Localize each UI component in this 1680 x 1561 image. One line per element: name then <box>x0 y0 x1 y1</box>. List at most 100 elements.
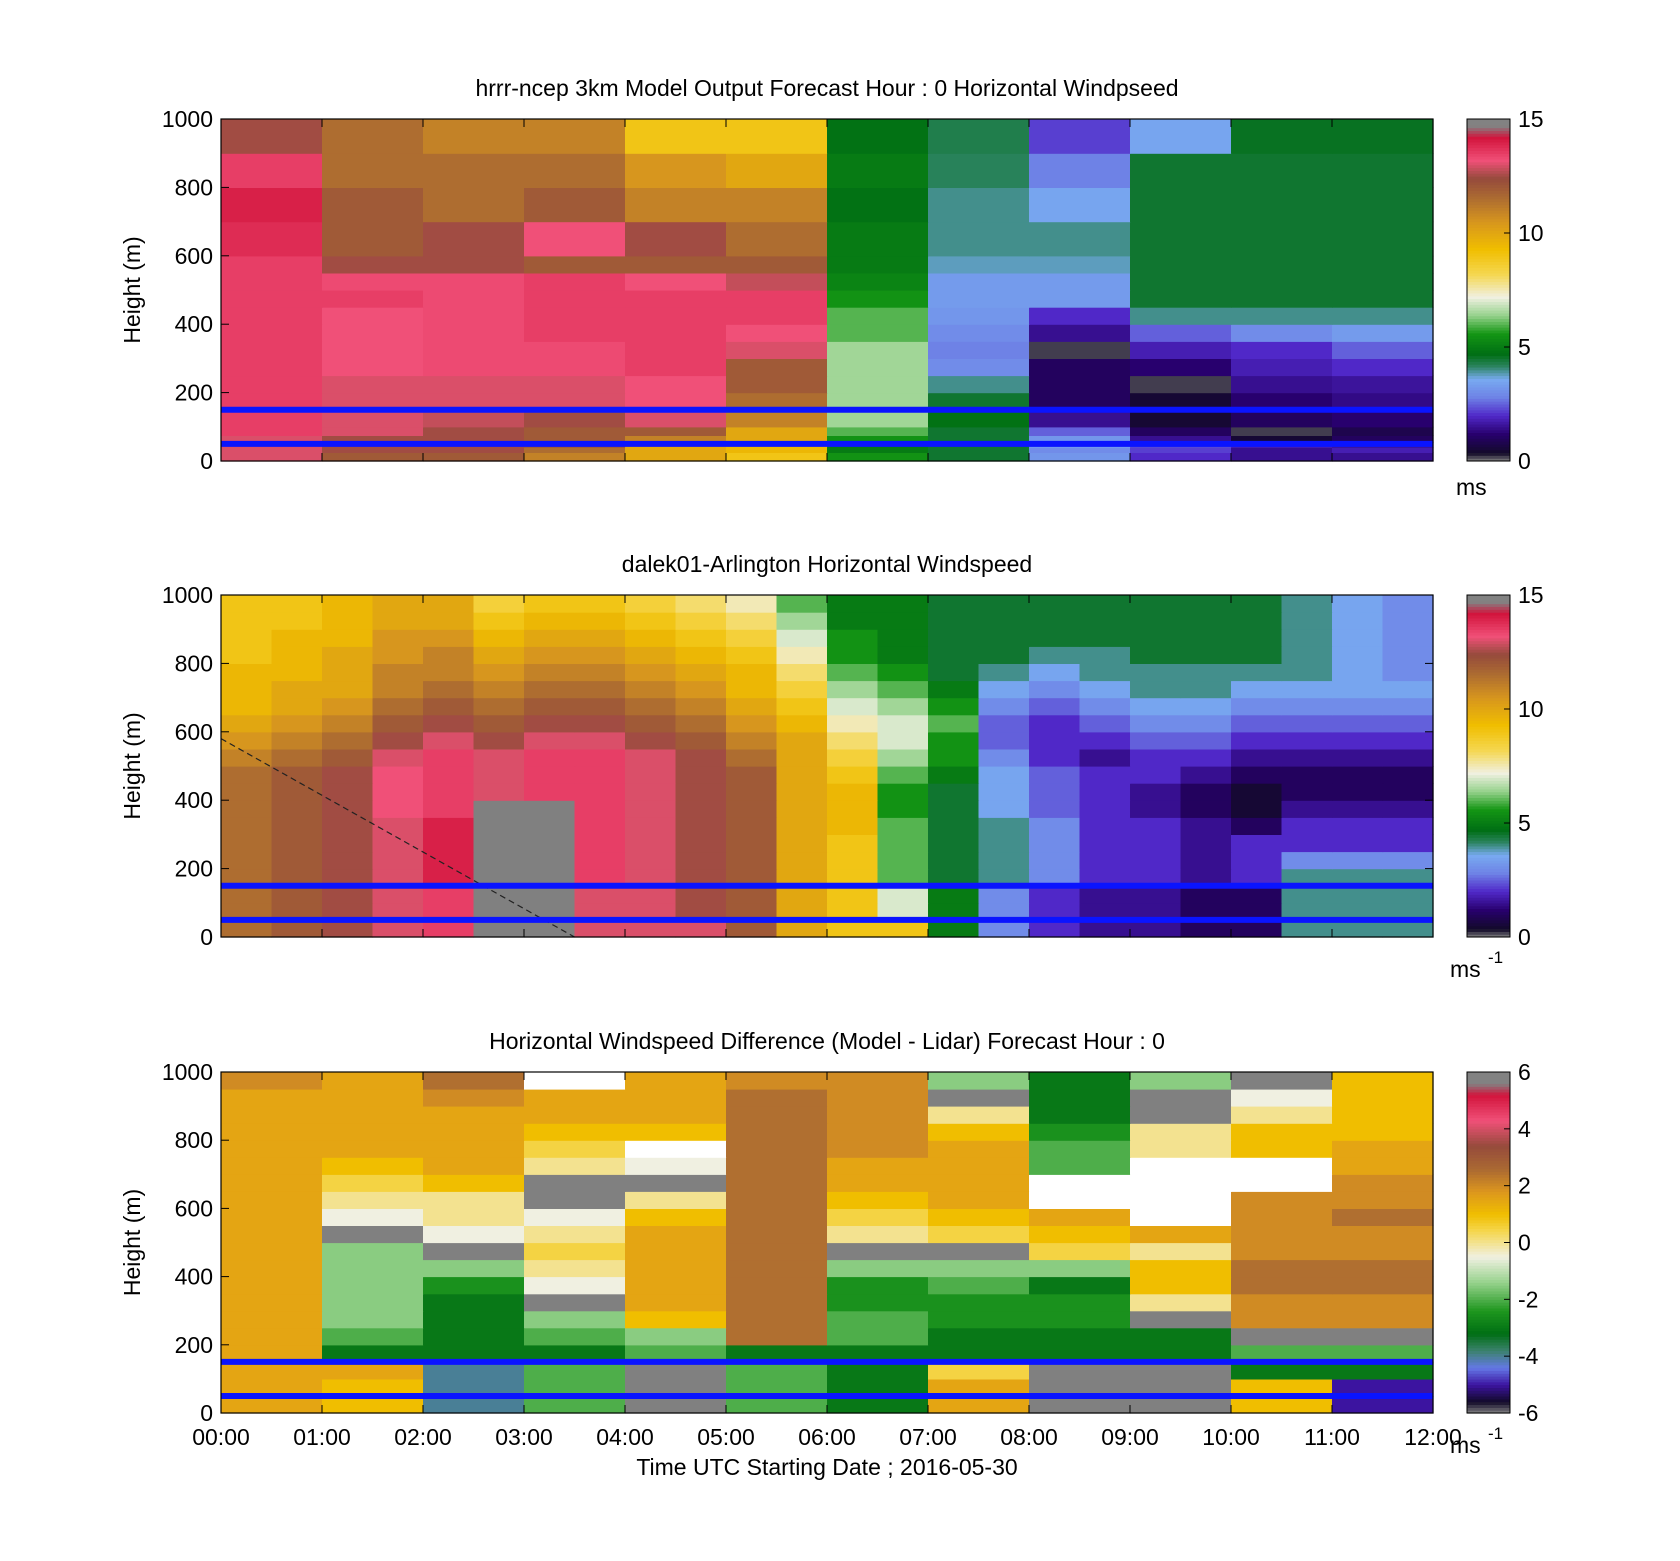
colorbar-swatch <box>1467 1299 1510 1303</box>
heatmap-cell <box>271 663 323 682</box>
heatmap-cell <box>1231 221 1333 257</box>
heatmap-cell <box>473 595 525 613</box>
heatmap-cell <box>221 375 323 394</box>
heatmap-cell <box>322 447 424 453</box>
heatmap-cell <box>827 1089 929 1107</box>
colorbar-swatch <box>1467 637 1510 642</box>
colorbar-swatch <box>1467 195 1510 200</box>
colorbar: -6 -4 -2 0 2 4 6 ms -1 <box>1450 1059 1539 1458</box>
heatmap-cell <box>1281 731 1333 750</box>
heatmap-cell <box>423 1106 525 1124</box>
heatmap-cell <box>625 1276 727 1295</box>
heatmap-cell <box>322 697 374 716</box>
heatmap-cell <box>827 1140 929 1158</box>
heatmap-cell <box>625 663 677 682</box>
x-tick-label: 08:00 <box>1000 1424 1058 1450</box>
panel-2: 0 200 400 600 800 1000 dalek01-Arlington Horiz… <box>119 551 1544 982</box>
heatmap-cell <box>675 629 727 647</box>
heatmap-cell <box>827 680 879 699</box>
heatmap-cell <box>877 919 929 938</box>
heatmap-cell <box>221 1259 323 1278</box>
heatmap-cell <box>372 612 424 630</box>
heatmap-cell <box>1130 834 1182 853</box>
heatmap-cell <box>625 646 677 664</box>
colorbar-swatch <box>1467 418 1510 422</box>
colorbar-swatch <box>1467 1316 1510 1320</box>
heatmap-cell <box>221 1191 323 1209</box>
colorbar-swatch <box>1467 121 1510 126</box>
heatmap-cell <box>877 731 929 750</box>
heatmap-cell <box>524 1225 626 1244</box>
heatmap-cell <box>928 272 1030 291</box>
colorbar-swatch <box>1467 324 1510 328</box>
heatmap-cell <box>877 612 929 630</box>
heatmap-cell <box>271 748 323 767</box>
heatmap-cell <box>1130 1396 1232 1414</box>
heatmap-cell <box>625 426 727 436</box>
heatmap-cell <box>1029 1276 1131 1295</box>
heatmap-cell <box>221 426 323 436</box>
heatmap-cell <box>1180 902 1232 921</box>
colorbar-swatch <box>1467 917 1510 921</box>
heatmap-cell <box>625 375 727 394</box>
colorbar-swatch <box>1467 1091 1510 1096</box>
colorbar-swatch <box>1467 1140 1510 1144</box>
heatmap-cell <box>221 1242 323 1261</box>
heatmap-cell <box>625 1072 727 1090</box>
heatmap-cell <box>1130 646 1182 664</box>
colorbar-swatch <box>1467 652 1510 656</box>
heatmap-cell <box>322 663 374 682</box>
heatmap-cell <box>322 902 374 921</box>
heatmap-cell <box>1130 1327 1232 1346</box>
heatmap-cell <box>625 595 677 613</box>
heatmap-cell <box>726 187 828 223</box>
heatmap-cell <box>1332 119 1434 154</box>
heatmap-cell <box>322 375 424 394</box>
heatmap-cell <box>978 697 1030 716</box>
colorbar-swatch <box>1467 158 1510 163</box>
colorbar-swatch <box>1467 1384 1510 1389</box>
heatmap-cell <box>473 612 525 630</box>
heatmap-cell <box>1382 646 1434 664</box>
colorbar-swatch <box>1467 723 1510 727</box>
heatmap-cell <box>625 1208 727 1226</box>
heatmap-cell <box>1332 1396 1434 1414</box>
heatmap-cell <box>473 868 525 887</box>
colorbar-swatch <box>1467 301 1510 305</box>
heatmap-cell <box>827 1072 929 1090</box>
heatmap-cell <box>675 868 727 887</box>
colorbar-swatch <box>1467 1106 1510 1110</box>
heatmap-cell <box>1231 1089 1333 1107</box>
heatmap-cell <box>423 766 475 784</box>
colorbar-swatch <box>1467 443 1510 448</box>
colorbar-swatch <box>1467 204 1510 208</box>
heatmap-cell <box>423 1327 525 1346</box>
heatmap-cell <box>978 919 1030 938</box>
heatmap-cell <box>1079 851 1131 870</box>
heatmap-cell <box>726 1396 828 1414</box>
heatmap-cell <box>372 663 424 682</box>
heatmap-cell <box>625 1344 727 1363</box>
heatmap-cell <box>877 595 929 613</box>
heatmap-cell <box>221 324 323 342</box>
heatmap-cell <box>1231 612 1283 630</box>
heatmap-cell <box>423 1259 525 1278</box>
heatmap-cell <box>221 868 273 887</box>
heatmap-cell <box>625 119 727 154</box>
colorbar-swatch <box>1467 689 1510 693</box>
heatmap-cell <box>372 714 424 733</box>
y-tick-label: 800 <box>175 650 213 676</box>
heatmap-cell <box>1130 358 1232 377</box>
colorbar-swatch <box>1467 731 1510 736</box>
colorbar-swatch <box>1467 794 1510 798</box>
heatmap-cell <box>1029 341 1131 359</box>
heatmap-cell <box>776 731 828 750</box>
heatmap-cell <box>1382 731 1434 750</box>
heatmap-cell <box>928 834 980 853</box>
colorbar-swatch <box>1467 674 1510 679</box>
heatmap-cell <box>877 783 929 801</box>
y-tick-label: 400 <box>175 787 213 813</box>
colorbar-swatch <box>1467 1157 1510 1161</box>
colorbar-swatch <box>1467 1401 1510 1406</box>
heatmap-cell <box>221 452 323 462</box>
